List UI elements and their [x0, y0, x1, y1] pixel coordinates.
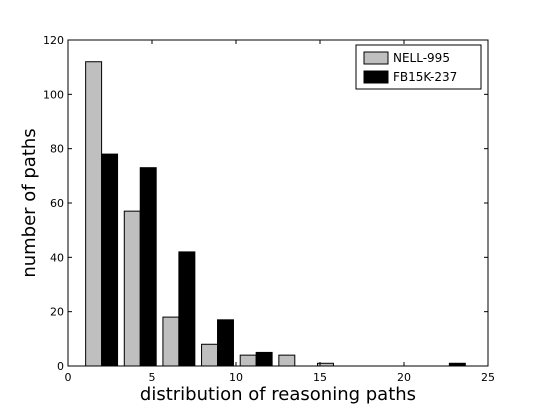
x-tick-label-2: 10 — [229, 371, 243, 384]
bar-nell-2 — [162, 316, 180, 367]
y-axis-title: number of paths — [19, 128, 40, 277]
x-tick-label-1: 5 — [149, 371, 156, 384]
y-tick-label-2: 40 — [50, 251, 64, 264]
y-tick-label-4: 80 — [50, 143, 64, 156]
bar-nell-1 — [123, 210, 141, 367]
x-tick-label-4: 20 — [397, 371, 411, 384]
y-tick-label-1: 20 — [50, 306, 64, 319]
legend-swatch-nell — [363, 51, 389, 65]
bar-nell-0 — [85, 61, 103, 367]
bar-nell-5 — [278, 354, 296, 367]
legend-label-fb15k: FB15K-237 — [393, 70, 457, 84]
bars-group — [85, 61, 466, 367]
legend-label-nell: NELL-995 — [393, 51, 450, 65]
bar-nell-4 — [239, 354, 257, 367]
x-tick-label-3: 15 — [313, 371, 327, 384]
bar-fb15k-0 — [101, 153, 119, 367]
ticks-group: 0 5 10 15 20 25 0 20 40 60 80 100 120 — [43, 34, 495, 384]
x-tick-label-5: 25 — [481, 371, 495, 384]
y-tick-label-5: 100 — [43, 88, 64, 101]
bar-fb15k-3 — [217, 319, 234, 367]
bar-fb15k-1 — [139, 167, 157, 367]
x-axis-title: distribution of reasoning paths — [140, 384, 416, 405]
x-tick-label-0: 0 — [65, 371, 72, 384]
legend: NELL-995 FB15K-237 — [355, 44, 482, 90]
bar-fb15k-4 — [255, 351, 273, 367]
y-tick-label-6: 120 — [43, 34, 64, 47]
legend-swatch-fb15k — [363, 70, 389, 84]
bar-fb15k-2 — [178, 251, 196, 367]
y-tick-label-3: 60 — [50, 197, 64, 210]
bar-nell-3 — [201, 343, 219, 367]
y-tick-label-0: 0 — [57, 360, 64, 373]
